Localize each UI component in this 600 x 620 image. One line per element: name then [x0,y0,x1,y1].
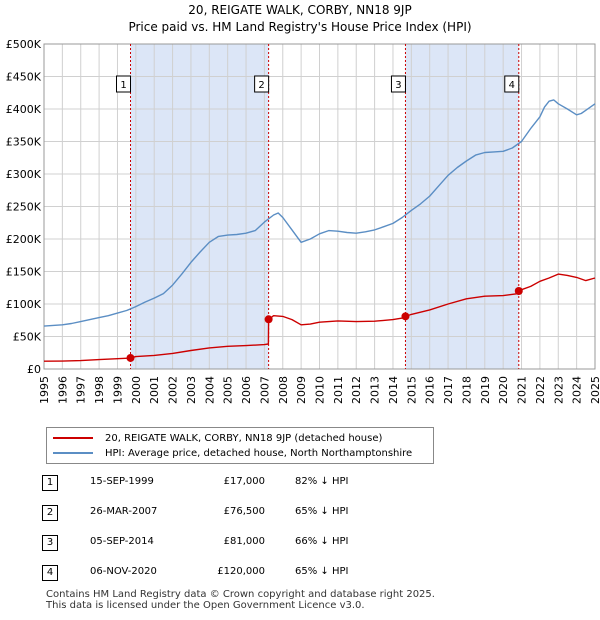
sale-point [264,315,273,324]
sale-point [126,353,135,362]
transaction-date: 26-MAR-2007 [90,506,158,517]
transaction-number: 1 [42,475,58,491]
plot-frame [43,43,596,370]
x-tick-label: 2018 [460,376,473,404]
legend-label-property: 20, REIGATE WALK, CORBY, NN18 9JP (detac… [105,432,383,444]
sale-label-box [504,75,520,93]
y-tick-label: £250K [6,201,42,214]
sale-point [401,312,410,321]
x-tick-label: 2007 [258,376,271,404]
sale-label-box [116,75,132,93]
chart-subtitle: Price paid vs. HM Land Registry's House … [128,20,472,34]
chart-title: 20, REIGATE WALK, CORBY, NN18 9JP [188,3,412,17]
transaction-number: 3 [42,535,58,551]
x-tick-label: 1999 [111,376,124,404]
x-tick-label: 2011 [332,376,345,404]
x-tick-label: 2013 [369,376,382,404]
transaction-hpi: 65% ↓ HPI [295,566,349,577]
x-tick-label: 2002 [167,376,180,404]
y-tick-label: £100K [6,298,42,311]
x-tick-label: 2020 [497,376,510,404]
transaction-price: £76,500 [223,506,265,517]
y-tick-label: £150K [6,266,42,279]
y-tick-label: £500K [6,38,42,51]
sale-label: 2 [258,80,264,91]
x-tick-label: 2008 [277,376,290,404]
transaction-date: 05-SEP-2014 [90,536,154,547]
x-tick-label: 2000 [130,376,143,404]
x-tick-label: 2025 [589,376,600,404]
transaction-hpi: 82% ↓ HPI [295,476,349,487]
x-tick-label: 2012 [350,376,363,404]
sale-point [514,287,523,295]
sale-label-box [254,75,270,93]
sale-label-box [390,75,406,93]
y-tick-label: £400K [6,103,42,116]
sale-label: 3 [395,80,401,91]
legend-swatch-property [53,437,93,439]
legend-item-property: 20, REIGATE WALK, CORBY, NN18 9JP (detac… [53,431,382,445]
sale-label: 4 [509,80,515,91]
footer: Contains HM Land Registry data © Crown c… [46,589,435,611]
transaction-hpi: 66% ↓ HPI [295,536,349,547]
hpi-line [43,99,596,327]
x-tick-label: 2015 [405,376,418,404]
y-tick-label: £300K [6,168,42,181]
x-tick-label: 2005 [222,376,235,404]
property-price-line [43,273,596,362]
transaction-price: £81,000 [223,536,265,547]
x-tick-label: 1997 [75,376,88,404]
x-tick-label: 2001 [148,376,161,404]
transaction-price: £120,000 [217,566,265,577]
legend-swatch-hpi [53,452,93,454]
x-tick-label: 2006 [240,376,253,404]
x-tick-label: 2014 [387,376,400,404]
footer-copyright: Contains HM Land Registry data © Crown c… [46,589,435,600]
transaction-date: 15-SEP-1999 [90,476,154,487]
x-tick-label: 2010 [314,376,327,404]
legend-item-hpi: HPI: Average price, detached house, Nort… [53,446,412,460]
x-tick-label: 2024 [571,376,584,404]
x-tick-label: 2003 [185,376,198,404]
sale-label: 1 [120,80,126,91]
transaction-date: 06-NOV-2020 [90,566,157,577]
table-row: 1 15-SEP-1999 £17,000 82% ↓ HPI [40,472,400,494]
y-tick-label: £350K [6,136,42,149]
table-row: 4 06-NOV-2020 £120,000 65% ↓ HPI [40,562,400,584]
x-tick-label: 1995 [38,376,51,404]
x-tick-label: 2022 [534,376,547,404]
price-chart: £0 £50K £100K £150K £200K £250K £300K £350K £400… [6,38,600,404]
y-tick-label: £450K [6,71,42,84]
transaction-number: 4 [42,565,58,581]
y-tick-label: £200K [6,233,42,246]
x-tick-label: 2004 [203,376,216,404]
x-tick-label: 2009 [295,376,308,404]
transaction-price: £17,000 [223,476,265,487]
x-tick-label: 2017 [442,376,455,404]
table-row: 3 05-SEP-2014 £81,000 66% ↓ HPI [40,532,400,554]
y-tick-label: £0 [27,363,41,376]
legend: 20, REIGATE WALK, CORBY, NN18 9JP (detac… [46,427,434,464]
x-tick-label: 2023 [552,376,565,404]
x-tick-label: 1996 [56,376,69,404]
footer-licence: This data is licensed under the Open Gov… [46,600,365,611]
y-tick-label: £50K [13,331,42,344]
transaction-number: 2 [42,505,58,521]
transaction-hpi: 65% ↓ HPI [295,506,349,517]
table-row: 2 26-MAR-2007 £76,500 65% ↓ HPI [40,502,400,524]
x-tick-label: 2016 [424,376,437,404]
x-tick-label: 2021 [516,376,529,404]
x-tick-label: 1998 [93,376,106,404]
legend-label-hpi: HPI: Average price, detached house, Nort… [105,447,413,459]
x-tick-label: 2019 [479,376,492,404]
